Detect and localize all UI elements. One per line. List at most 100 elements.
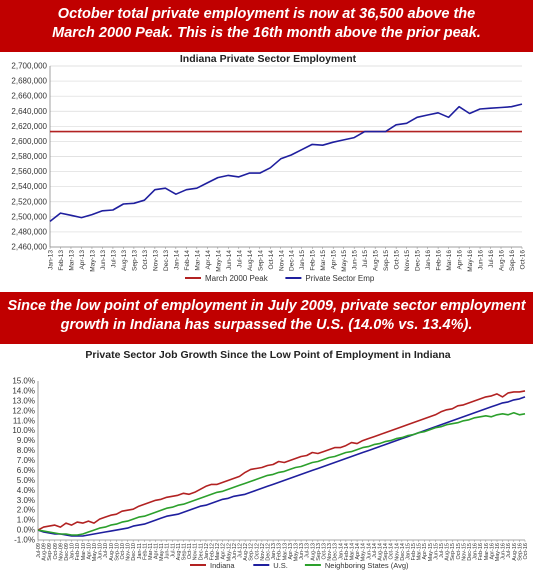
x-tick-label: Jan-14: [338, 543, 344, 560]
y-tick-label: 2,560,000: [11, 167, 47, 176]
x-tick-label: Oct-16: [520, 250, 527, 270]
x-tick-label: May-10: [92, 543, 98, 561]
x-tick-label: Feb-16: [436, 250, 443, 271]
x-tick-label: Feb-12: [210, 543, 216, 560]
x-tick-label: Sep-12: [249, 543, 255, 561]
x-tick-label: Mar-15: [417, 543, 423, 560]
x-tick-label: Jun-13: [299, 543, 305, 560]
x-tick-label: Jul-15: [362, 250, 369, 268]
y-tick-label: 9.0%: [17, 436, 35, 445]
legend-label: Private Sector Emp: [305, 274, 374, 283]
y-tick-label: 2,520,000: [11, 197, 47, 206]
x-tick-label: Jan-11: [137, 543, 143, 559]
series-line: [37, 396, 526, 537]
x-tick-label: Nov-14: [278, 250, 285, 271]
x-tick-label: Jun-10: [98, 543, 104, 560]
x-tick-label: Dec-15: [467, 543, 473, 561]
x-tick-label: Jan-12: [204, 543, 210, 560]
x-tick-label: Apr-13: [288, 543, 294, 560]
x-tick-label: Mar-16: [446, 250, 453, 271]
y-tick-label: 15.0%: [12, 377, 35, 386]
x-tick-label: Aug-13: [310, 543, 316, 561]
x-tick-label: Mar-16: [484, 543, 490, 560]
x-tick-label: Jun-12: [232, 543, 238, 560]
x-tick-label: Jul-11: [170, 543, 176, 558]
x-tick-label: Jan-10: [70, 543, 76, 560]
x-tick-label: Apr-15: [331, 250, 338, 270]
x-tick-label: Apr-16: [457, 250, 464, 270]
x-tick-label: Aug-16: [512, 543, 518, 561]
y-tick-label: 0.0%: [17, 526, 35, 535]
x-tick-label: Aug-14: [377, 543, 383, 561]
x-tick-label: Sep-13: [316, 543, 322, 561]
x-tick-label: Jun-14: [226, 250, 233, 270]
x-tick-label: May-16: [495, 543, 501, 561]
x-tick-label: Oct-16: [523, 543, 529, 560]
x-tick-label: Mar-13: [68, 250, 75, 271]
legend-label: March 2000 Peak: [205, 274, 269, 283]
x-tick-label: Feb-14: [184, 250, 191, 271]
x-tick-label: May-15: [428, 543, 434, 561]
x-tick-label: Feb-10: [75, 543, 81, 560]
x-tick-label: Jan-15: [299, 250, 306, 270]
x-tick-label: Dec-13: [163, 250, 170, 271]
x-tick-label: Nov-10: [126, 543, 132, 561]
x-tick-label: Feb-14: [344, 543, 350, 560]
y-tick-label: 2,680,000: [11, 77, 47, 86]
x-tick-label: Aug-10: [109, 543, 115, 561]
top-banner-line-2: March 2000 Peak. This is the 16th month …: [52, 25, 481, 41]
x-tick-label: Sep-09: [47, 543, 53, 561]
x-tick-label: Apr-11: [154, 543, 160, 559]
x-tick-label: May-15: [341, 250, 348, 272]
y-tick-label: 11.0%: [13, 416, 35, 425]
x-tick-label: Jul-15: [439, 543, 445, 558]
x-tick-label: Oct-10: [120, 543, 126, 560]
x-tick-label: Jun-16: [501, 543, 507, 560]
x-tick-label: Jun-11: [165, 543, 171, 559]
y-tick-label: 4.0%: [17, 486, 35, 495]
y-tick-label: 2,480,000: [11, 227, 47, 236]
x-tick-label: Nov-15: [461, 543, 467, 561]
x-tick-label: Dec-14: [400, 543, 406, 561]
x-tick-label: Oct-11: [187, 543, 193, 559]
y-tick-label: 5.0%: [17, 476, 35, 485]
y-tick-label: 6.0%: [17, 466, 35, 475]
top-banner-line-1: October total private employment is now …: [57, 6, 476, 22]
x-tick-label: Jan-13: [48, 250, 55, 270]
x-tick-label: May-12: [226, 543, 232, 561]
x-tick-label: Mar-15: [320, 250, 327, 271]
x-tick-label: Sep-16: [517, 543, 523, 561]
top-banner: October total private employment is now …: [0, 0, 533, 52]
x-tick-label: Jul-14: [372, 543, 378, 558]
x-tick-label: Sep-15: [383, 250, 390, 271]
y-tick-label: 2,500,000: [11, 212, 47, 221]
y-tick-label: 1.0%: [17, 516, 35, 525]
x-tick-label: Nov-15: [404, 250, 411, 271]
y-tick-label: 2,700,000: [11, 62, 47, 71]
x-tick-label: Jun-14: [366, 543, 372, 560]
x-tick-label: Jul-13: [305, 543, 311, 558]
x-tick-label: May-13: [89, 250, 96, 272]
x-tick-label: Jun-13: [100, 250, 107, 270]
employment-chart: Indiana Private Sector Employment 2,460,0…: [11, 53, 527, 283]
y-tick-label: 2.0%: [17, 506, 35, 515]
x-tick-label: Jul-09: [36, 543, 42, 558]
y-tick-label: 2,640,000: [11, 107, 47, 116]
x-tick-label: Sep-14: [383, 543, 389, 561]
chart-title: Indiana Private Sector Employment: [180, 53, 357, 65]
x-tick-label: Nov-13: [152, 250, 159, 271]
y-tick-label: 7.0%: [17, 456, 35, 465]
x-tick-label: Nov-11: [193, 543, 199, 560]
y-tick-label: 14.0%: [12, 386, 35, 395]
x-tick-label: Sep-14: [257, 250, 264, 271]
x-tick-label: Jan-13: [271, 543, 277, 560]
legend-label: Neighboring States (Avg): [325, 561, 409, 570]
x-tick-label: Jan-16: [473, 543, 479, 560]
x-tick-label: Jan-16: [425, 250, 432, 270]
y-tick-label: 2,600,000: [11, 137, 47, 146]
x-tick-label: Jun-15: [433, 543, 439, 560]
y-tick-label: 12.0%: [12, 406, 35, 415]
x-tick-label: Dec-10: [131, 543, 137, 561]
x-tick-label: Jan-14: [173, 250, 180, 270]
x-tick-label: Apr-14: [355, 543, 361, 560]
